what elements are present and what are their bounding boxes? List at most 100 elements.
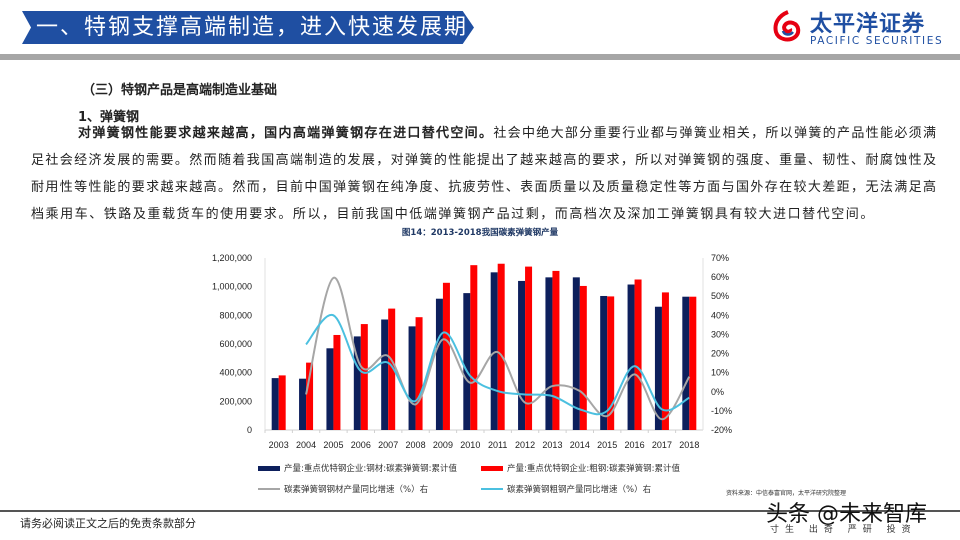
bar-steel bbox=[463, 293, 471, 430]
watermark: 头条 @未来智库 bbox=[766, 502, 927, 527]
bar-steel bbox=[572, 277, 580, 430]
logo-mark-icon bbox=[773, 10, 801, 42]
bar-steel bbox=[627, 284, 635, 430]
bar-steel bbox=[435, 298, 443, 430]
x-tick-label: 2015 bbox=[597, 440, 617, 450]
bar-crude bbox=[306, 362, 314, 430]
header-divider bbox=[0, 54, 960, 60]
bar-crude bbox=[497, 263, 505, 430]
right-tick-label: -20% bbox=[711, 425, 732, 435]
left-tick-label: 400,000 bbox=[219, 368, 252, 378]
bar-crude bbox=[579, 285, 587, 430]
right-tick-label: 30% bbox=[711, 329, 729, 339]
legend-label: 产量:重点优特钢企业:钢材:碳素弹簧钢:累计值 bbox=[284, 464, 457, 474]
x-tick-label: 2006 bbox=[351, 440, 371, 450]
x-tick-label: 2018 bbox=[679, 440, 699, 450]
bar-steel bbox=[654, 306, 662, 430]
left-tick-label: 200,000 bbox=[219, 396, 252, 406]
left-tick-label: 1,200,000 bbox=[212, 253, 252, 263]
body-text: 社会中绝大部分重要行业都与弹簧业相关，所以弹簧的产品性能必须满 bbox=[493, 126, 936, 141]
legend-swatch bbox=[481, 465, 503, 471]
x-tick-label: 2009 bbox=[433, 440, 453, 450]
body-line-4: 档乘用车、铁路及重载货车的使用要求。所以，目前我国中低端弹簧钢产品过剩，而高档次… bbox=[31, 207, 875, 222]
bar-steel bbox=[600, 295, 608, 430]
line-steel-growth bbox=[305, 276, 691, 421]
footer-disclaimer: 请务必阅读正文之后的免责条款部分 bbox=[20, 517, 196, 530]
bar-crude bbox=[360, 324, 368, 430]
bar-crude bbox=[442, 282, 450, 430]
legend-label: 产量:重点优特钢企业:粗钢:碳素弹簧钢:累计值 bbox=[507, 464, 680, 474]
legend-label: 碳素弹簧钢粗钢产量同比增速（%）右 bbox=[507, 485, 652, 495]
x-tick-label: 2017 bbox=[652, 440, 672, 450]
bar-crude bbox=[278, 375, 286, 430]
bar-steel bbox=[326, 348, 334, 430]
footer-divider bbox=[0, 510, 960, 512]
legend-label: 碳素弹簧钢钢材产量同比增速（%）右 bbox=[284, 485, 429, 495]
x-tick-label: 2005 bbox=[323, 440, 343, 450]
left-tick-label: 1,000,000 bbox=[212, 282, 252, 292]
logo-text-cn: 太平洋证券 bbox=[810, 12, 926, 37]
x-tick-label: 2014 bbox=[570, 440, 590, 450]
chart-source: 资料来源：中信泰富官网，太平洋研究院整理 bbox=[726, 490, 847, 497]
x-tick-label: 2010 bbox=[460, 440, 480, 450]
legend-item-steel-line: 碳素弹簧钢钢材产量同比增速（%）右 bbox=[258, 483, 428, 495]
bar-crude bbox=[333, 334, 341, 430]
bar-steel bbox=[518, 280, 526, 430]
x-tick-label: 2013 bbox=[542, 440, 562, 450]
x-tick-label: 2003 bbox=[269, 440, 289, 450]
left-tick-label: 600,000 bbox=[219, 339, 252, 349]
lead-sentence: 对弹簧钢性能要求越来越高，国内高端弹簧钢存在进口替代空间。 bbox=[78, 126, 494, 141]
right-tick-label: 20% bbox=[711, 349, 729, 359]
bar-crude bbox=[388, 308, 396, 430]
legend-swatch bbox=[258, 465, 280, 471]
bar-steel bbox=[682, 296, 690, 430]
right-tick-label: 40% bbox=[711, 310, 729, 320]
bar-steel bbox=[353, 336, 361, 430]
section-banner bbox=[22, 11, 474, 44]
company-logo: 太平洋证券 PACIFIC SECURITIES bbox=[772, 6, 952, 50]
bar-steel bbox=[299, 378, 307, 430]
bar-crude bbox=[689, 296, 697, 430]
chart-title: 图14：2013-2018我国碳素弹簧钢产量 bbox=[401, 228, 559, 238]
right-tick-label: 50% bbox=[711, 291, 729, 301]
logo-text-en: PACIFIC SECURITIES bbox=[810, 35, 944, 47]
x-tick-label: 2011 bbox=[488, 440, 507, 450]
x-tick-label: 2016 bbox=[625, 440, 645, 450]
right-tick-label: -10% bbox=[711, 406, 732, 416]
right-tick-label: 0% bbox=[711, 387, 724, 397]
x-tick-label: 2012 bbox=[515, 440, 535, 450]
bar-crude bbox=[525, 266, 533, 430]
left-tick-label: 800,000 bbox=[219, 310, 252, 320]
bar-steel bbox=[545, 277, 553, 430]
bar-steel bbox=[490, 272, 498, 430]
x-tick-label: 2004 bbox=[296, 440, 316, 450]
bar-steel bbox=[381, 319, 389, 430]
bar-crude bbox=[552, 270, 560, 430]
bar-crude bbox=[661, 292, 669, 430]
page-title: 一、特钢支撑高端制造，进入快速发展期 bbox=[36, 15, 469, 40]
bar-crude bbox=[607, 296, 615, 430]
x-tick-label: 2007 bbox=[378, 440, 398, 450]
watermark-subtitle: 寸生 出奇 严研 投资 bbox=[770, 525, 917, 535]
body-line-1: 对弹簧钢性能要求越来越高，国内高端弹簧钢存在进口替代空间。社会中绝大部分重要行业… bbox=[78, 124, 936, 144]
legend-item-crude-bar: 产量:重点优特钢企业:粗钢:碳素弹簧钢:累计值 bbox=[481, 462, 680, 474]
body-line-3: 耐用性等性能的要求越来越高。然而，目前中国弹簧钢在纯净度、抗疲劳性、表面质量以及… bbox=[31, 180, 936, 195]
right-tick-label: 60% bbox=[711, 272, 729, 282]
bar-crude bbox=[470, 265, 478, 430]
right-tick-label: 70% bbox=[711, 253, 729, 263]
legend-item-steel-bar: 产量:重点优特钢企业:钢材:碳素弹簧钢:累计值 bbox=[258, 462, 457, 474]
legend-item-crude-line: 碳素弹簧钢粗钢产量同比增速（%）右 bbox=[481, 483, 651, 495]
legend-swatch bbox=[481, 488, 503, 490]
right-tick-label: 10% bbox=[711, 368, 729, 378]
bar-steel bbox=[271, 378, 279, 430]
line-crude-growth bbox=[305, 314, 690, 416]
bar-crude bbox=[634, 279, 642, 430]
subsection-heading: 1、弹簧钢 bbox=[78, 110, 140, 125]
section-heading: （三）特钢产品是高端制造业基础 bbox=[82, 83, 278, 98]
body-line-2: 足社会经济发展的需要。然而随着我国高端制造的发展，对弹簧的性能提出了越来越高的要… bbox=[31, 153, 936, 168]
bar-steel bbox=[408, 326, 416, 430]
bar-crude bbox=[415, 317, 423, 430]
legend-swatch bbox=[258, 488, 280, 490]
left-tick-label: 0 bbox=[247, 425, 252, 435]
